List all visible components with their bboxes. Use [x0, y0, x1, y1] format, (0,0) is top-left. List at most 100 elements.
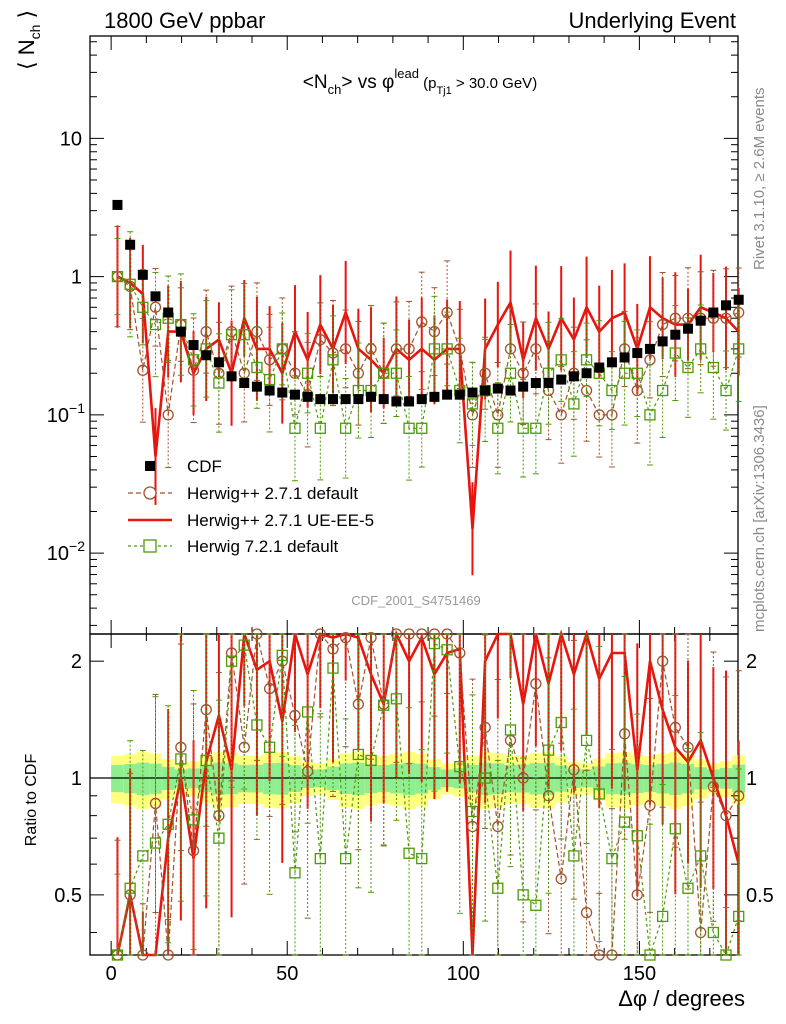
- marker-square: [606, 852, 618, 865]
- cdf-data-point: [353, 394, 364, 405]
- marker-square: [149, 318, 162, 331]
- marker-square: [378, 367, 390, 379]
- series-line: [117, 276, 740, 431]
- cdf-data-point: [442, 389, 453, 400]
- marker-square: [378, 699, 390, 711]
- marker-square: [187, 354, 200, 366]
- cdf-data-point: [125, 239, 136, 250]
- marker-square: [162, 818, 174, 830]
- cdf-data-point: [708, 307, 719, 318]
- marker-square: [225, 329, 238, 341]
- marker-square: [517, 889, 529, 901]
- ratio-data-marks: [111, 628, 745, 961]
- cdf-data-point: [518, 381, 529, 392]
- marker-circle: [416, 316, 428, 328]
- legend-label: CDF: [187, 457, 222, 476]
- marker-square: [618, 367, 631, 379]
- marker-square: [200, 754, 212, 767]
- marker-circle: [314, 333, 326, 346]
- marker-square: [365, 754, 377, 767]
- marker-circle: [289, 709, 301, 722]
- ratio-y-tick-label: 2: [71, 651, 82, 673]
- cdf-data-point: [188, 340, 199, 351]
- marker-square: [656, 910, 669, 923]
- marker-square: [428, 637, 441, 650]
- marker-circle: [137, 949, 149, 961]
- marker-square: [124, 278, 136, 290]
- cdf-data-point: [543, 378, 554, 389]
- cdf-data-point: [581, 368, 592, 379]
- marker-square: [390, 367, 403, 379]
- band-inner: [402, 762, 416, 795]
- side-label-rivet: Rivet 3.1.10, ≥ 2.6M events: [751, 88, 768, 271]
- cdf-data-point: [606, 357, 617, 368]
- cdf-data-point: [175, 326, 186, 337]
- cdf-data-point: [670, 329, 681, 340]
- ratio-panel: Ratio to CDF Δφ / degrees 0.5 0.5 1 1 2 2 0 50…: [23, 628, 774, 1011]
- marker-square: [137, 850, 149, 862]
- cdf-data-point: [239, 378, 250, 389]
- marker-square: [263, 741, 276, 753]
- main-y-axis: 10−2 10−1 1 10: [47, 41, 738, 626]
- marker-square: [656, 384, 669, 397]
- main-x-ticks: [110, 36, 711, 634]
- marker-square: [111, 270, 124, 283]
- cdf-data-point: [568, 371, 579, 382]
- cdf-data-point: [391, 396, 402, 407]
- marker-circle: [162, 409, 174, 421]
- marker-square: [669, 347, 681, 359]
- marker-circle: [656, 318, 669, 331]
- cdf-data-point: [416, 394, 427, 405]
- cdf-data-point: [505, 385, 516, 396]
- marker-square: [263, 373, 276, 386]
- marker-circle: [555, 873, 567, 885]
- marker-square: [669, 823, 681, 835]
- marker-square: [340, 422, 352, 434]
- cdf-data-point: [112, 199, 123, 210]
- marker-square: [631, 367, 643, 379]
- main-title: <Nch> vs φlead (pTj1 > 30.0 GeV): [303, 66, 537, 97]
- legend-marker-square: [143, 539, 157, 553]
- marker-square: [504, 367, 517, 379]
- legend-label: Herwig 7.2.1 default: [187, 537, 338, 556]
- marker-circle: [580, 906, 593, 919]
- cdf-data-point: [277, 387, 288, 398]
- x-axis-label: Δφ / degrees: [618, 986, 745, 1011]
- y-tick-label: 1: [71, 267, 82, 289]
- cdf-data-point: [429, 391, 440, 402]
- marker-square: [555, 354, 567, 366]
- x-tick-label: 150: [623, 963, 656, 985]
- ratio-y-tick-label-right: 2: [746, 651, 757, 673]
- cdf-data-point: [657, 336, 668, 347]
- marker-square: [695, 850, 707, 862]
- cdf-data-point: [328, 394, 338, 405]
- marker-square: [251, 361, 263, 374]
- band-inner: [491, 763, 505, 795]
- marker-square: [606, 384, 618, 397]
- legend-marker-cdf: [145, 461, 155, 471]
- cdf-data-point: [556, 374, 567, 385]
- cdf-data-point: [251, 381, 262, 392]
- legend-marker-circle: [143, 486, 157, 500]
- cdf-data-point: [213, 357, 224, 368]
- marker-square: [213, 377, 225, 389]
- legend-label: Herwig++ 2.7.1 UE-EE-5: [187, 511, 374, 530]
- cdf-data-point: [163, 307, 174, 318]
- marker-square: [555, 716, 567, 729]
- header-right: Underlying Event: [568, 8, 736, 33]
- ratio-ylabel: Ratio to CDF: [23, 754, 40, 847]
- marker-square: [137, 301, 149, 313]
- cdf-data-point: [682, 323, 693, 334]
- ratio-x-axis: 0 50 100 150: [106, 634, 711, 985]
- marker-circle: [403, 628, 415, 640]
- cdf-data-point: [226, 371, 237, 382]
- marker-square: [225, 655, 238, 667]
- marker-square: [492, 882, 504, 894]
- marker-square: [695, 343, 707, 355]
- main-ylabel: ⟨ Nch ⟩: [14, 10, 43, 70]
- ratio-y-tick-label-right: 0.5: [746, 885, 774, 907]
- marker-circle: [416, 628, 428, 640]
- x-tick-label: 0: [106, 963, 117, 985]
- cdf-data-point: [721, 300, 732, 311]
